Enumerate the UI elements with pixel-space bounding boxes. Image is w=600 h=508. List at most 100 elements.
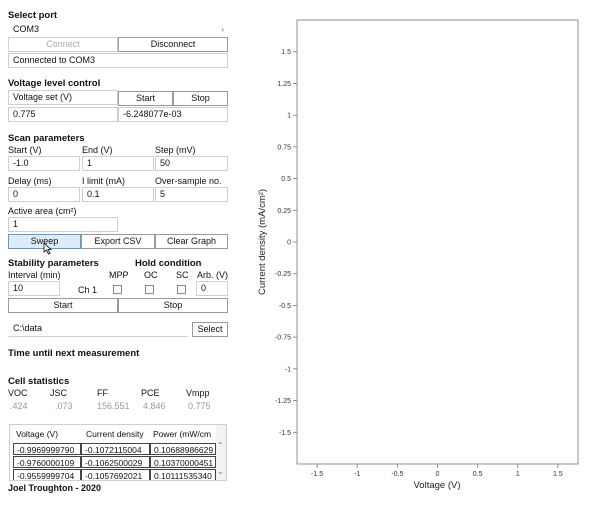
table-row[interactable]: -0.9969999790 -0.1072115004 0.1068898662… [10, 443, 218, 455]
select-folder-button[interactable]: Select [192, 322, 228, 337]
stability-start-button[interactable]: Start [8, 298, 118, 313]
y-axis-ticks: 1.5 1.25 1 0.75 0.5 0.25 0 -0.25 -0.5 -0.75 -1 -1.2… [275, 49, 297, 437]
voltage-readout-value: -6.248077e-03 [123, 109, 182, 119]
voltage-set-label: Voltage set (V) [13, 92, 73, 102]
x-tick-label: 0 [436, 471, 440, 478]
y-tick-label: -1 [285, 366, 291, 373]
scan-start-label: Start (V) [8, 145, 42, 155]
iv-chart[interactable]: 1.5 1.25 1 0.75 0.5 0.25 0 -0.25 -0.5 -0.75 -1 -1.2… [250, 0, 590, 500]
select-port-heading: Select port [8, 10, 58, 21]
active-area-value: 1 [13, 219, 19, 229]
connect-button[interactable]: Connect [8, 37, 118, 52]
connection-status: Connected to COM3 [8, 53, 228, 68]
dropdown-arrow-icon: › [221, 25, 224, 34]
scan-step-label: Step (mV) [155, 145, 196, 155]
clear-graph-button[interactable]: Clear Graph [155, 234, 228, 249]
time-until-heading: Time until next measurement [8, 348, 140, 359]
y-tick-label: -1.25 [275, 398, 291, 405]
interval-input[interactable]: 10 [8, 281, 60, 296]
delay-label: Delay (ms) [8, 176, 52, 186]
ilimit-input[interactable]: 0.1 [82, 187, 154, 202]
jsc-value: .073 [55, 401, 73, 411]
scan-end-input[interactable]: 1 [82, 156, 154, 171]
stability-stop-button[interactable]: Stop [118, 298, 228, 313]
scan-parameters-heading: Scan parameters [8, 133, 85, 144]
voltage-control-heading: Voltage level control [8, 78, 101, 89]
port-value: COM3 [13, 24, 40, 34]
x-axis-label: Voltage (V) [414, 480, 461, 491]
scan-start-input[interactable]: -1.0 [8, 156, 80, 171]
scan-end-value: 1 [87, 158, 93, 168]
delay-input[interactable]: 0 [8, 187, 80, 202]
table-cell: 0.10688986629 [150, 443, 216, 455]
data-table[interactable]: Voltage (V) Current density Power (mW/cm… [9, 424, 227, 481]
arb-voltage-value: 0 [201, 283, 207, 293]
disconnect-button[interactable]: Disconnect [118, 37, 228, 52]
table-cell: -0.1062500029 [81, 456, 150, 468]
x-tick-label: -1 [354, 471, 360, 478]
ff-label: FF [97, 388, 108, 398]
sc-label: SC [176, 270, 189, 280]
pce-value: 4.846 [143, 401, 166, 411]
ff-value: 156.551 [97, 401, 130, 411]
x-axis-ticks: -1.5 -1 -0.5 0 0.5 1 1.5 [311, 464, 563, 478]
oversample-label: Over-sample no. [155, 176, 222, 186]
voltage-start-button[interactable]: Start [118, 91, 173, 106]
x-tick-label: -1.5 [311, 471, 323, 478]
voc-value: .424 [10, 401, 28, 411]
table-scrollbar[interactable]: ⌃ ⌄ [216, 425, 226, 480]
arb-label: Arb. (V) [197, 270, 229, 280]
port-dropdown[interactable]: COM3 › [8, 22, 228, 36]
y-tick-label: 1 [287, 113, 291, 120]
x-tick-label: -0.5 [391, 471, 403, 478]
table-cell: -0.9559999704 [13, 469, 81, 480]
channel-label: Ch 1 [78, 285, 98, 295]
scan-step-input[interactable]: 50 [155, 156, 228, 171]
voltage-set-input[interactable]: 0.775 [8, 107, 118, 122]
y-tick-label: -0.25 [275, 271, 291, 278]
y-tick-label: -1.5 [279, 430, 291, 437]
scroll-down-icon[interactable]: ⌄ [217, 467, 224, 476]
column-header-power[interactable]: Power (mW/cm [153, 429, 212, 439]
interval-value: 10 [13, 283, 24, 293]
mpp-label: MPP [109, 270, 129, 280]
column-header-voltage[interactable]: Voltage (V) [16, 429, 59, 439]
cell-statistics-heading: Cell statistics [8, 376, 70, 387]
column-header-current-density[interactable]: Current density [86, 429, 144, 439]
ilimit-value: 0.1 [87, 189, 100, 199]
oc-label: OC [144, 270, 158, 280]
connection-status-text: Connected to COM3 [13, 55, 96, 65]
scroll-up-icon[interactable]: ⌃ [217, 441, 224, 450]
sc-checkbox[interactable] [177, 285, 186, 294]
hold-condition-heading: Hold condition [135, 258, 202, 269]
table-cell: 0.10370000451 [150, 456, 216, 468]
pce-label: PCE [141, 388, 160, 398]
ilimit-label: I limit (mA) [82, 176, 125, 186]
oversample-input[interactable]: 5 [155, 187, 228, 202]
mpp-checkbox[interactable] [113, 285, 122, 294]
export-csv-button[interactable]: Export CSV [81, 234, 155, 249]
table-cell: -0.1072115004 [81, 443, 150, 455]
y-tick-label: 0.75 [277, 144, 291, 151]
scan-end-label: End (V) [82, 145, 113, 155]
folder-path-input[interactable]: C:\data [8, 321, 188, 337]
stability-parameters-heading: Stability parameters [8, 258, 99, 269]
active-area-input[interactable]: 1 [8, 217, 118, 232]
scan-start-value: -1.0 [13, 158, 29, 168]
y-tick-label: 0.5 [281, 176, 291, 183]
active-area-label: Active area (cm²) [8, 206, 77, 216]
delay-value: 0 [13, 189, 19, 199]
vmpp-value: 0.775 [188, 401, 211, 411]
x-tick-label: 0.5 [473, 471, 483, 478]
table-cell: -0.9760000109 [13, 456, 81, 468]
oc-checkbox[interactable] [145, 285, 154, 294]
table-row[interactable]: -0.9559999704 -0.1057692021 0.1011153534… [10, 469, 218, 480]
voltage-stop-button[interactable]: Stop [173, 91, 228, 106]
y-tick-label: 1.5 [281, 49, 291, 56]
voltage-readout: -6.248077e-03 [118, 107, 228, 122]
y-tick-label: -0.75 [275, 335, 291, 342]
arb-voltage-input[interactable]: 0 [196, 281, 228, 296]
table-row[interactable]: -0.9760000109 -0.1062500029 0.1037000045… [10, 456, 218, 468]
table-cell: -0.1057692021 [81, 469, 150, 480]
y-tick-label: 0 [287, 240, 291, 247]
